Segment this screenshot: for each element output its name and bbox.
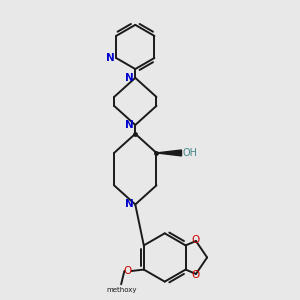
Text: O: O — [192, 270, 200, 280]
Text: methoxy: methoxy — [106, 286, 136, 292]
Text: N: N — [106, 53, 115, 63]
Polygon shape — [157, 150, 181, 156]
Text: O: O — [192, 235, 200, 244]
Text: N: N — [125, 200, 134, 209]
Text: N: N — [125, 73, 134, 83]
Text: O: O — [124, 266, 132, 276]
Text: N: N — [125, 120, 134, 130]
Text: OH: OH — [183, 148, 198, 158]
